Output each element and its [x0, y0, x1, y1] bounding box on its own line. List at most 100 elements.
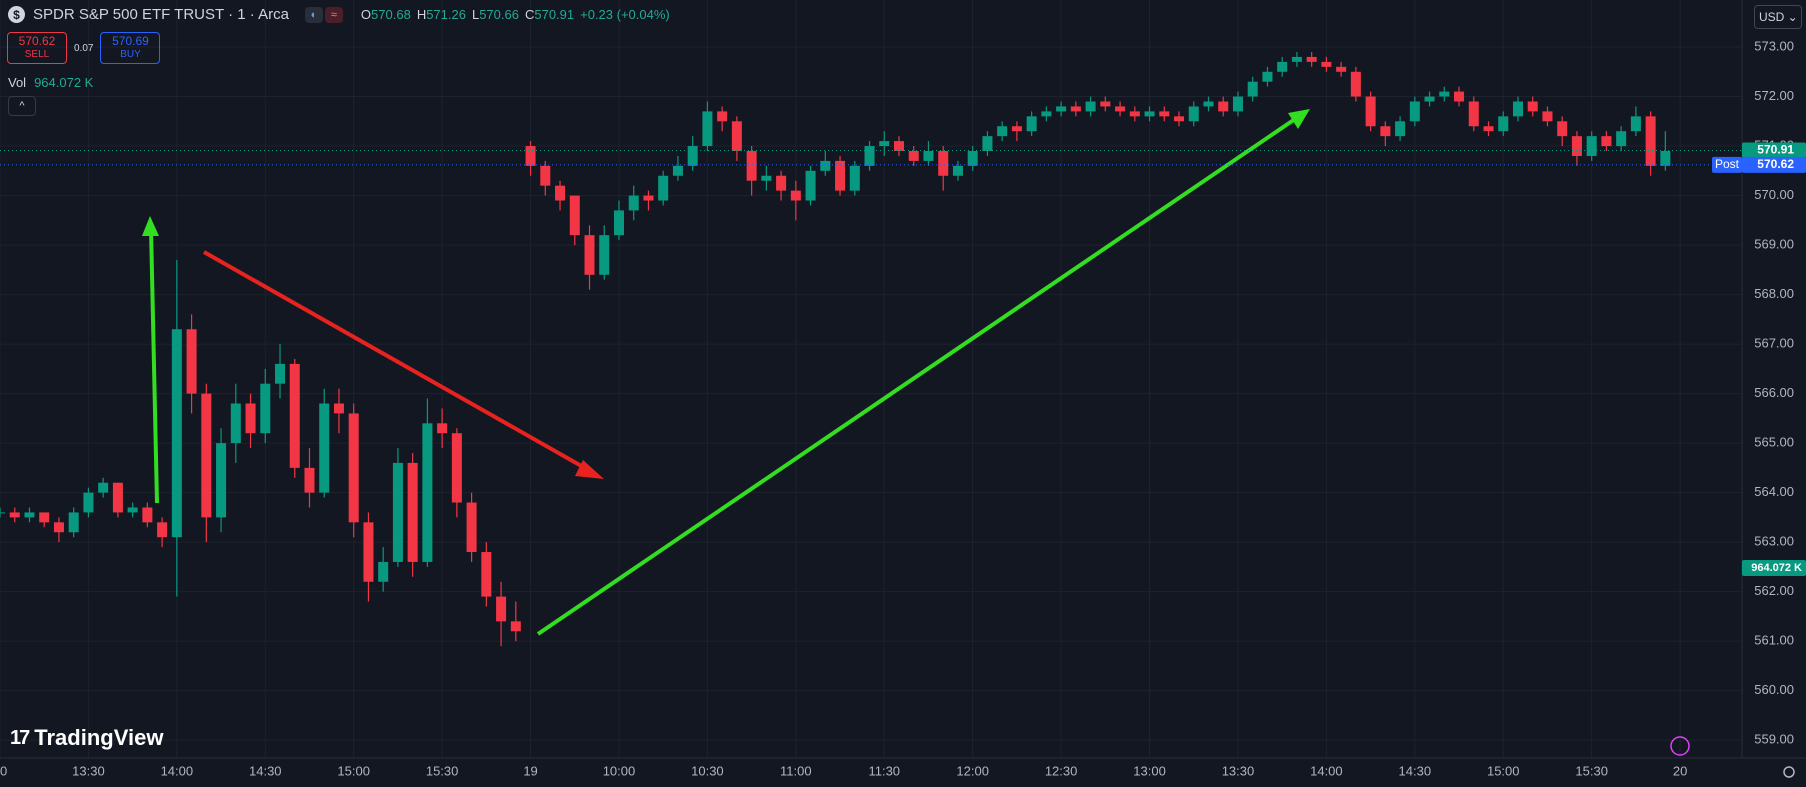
header: $ SPDR S&P 500 ETF TRUST · 1 · Arca ◐ ≈ O…	[8, 6, 670, 23]
alert-icon[interactable]	[1670, 736, 1690, 756]
sell-button[interactable]: 570.62 SELL	[7, 32, 67, 64]
candle-body	[216, 443, 227, 518]
value: 570.91	[534, 7, 575, 22]
symbol-logo: $	[8, 6, 25, 23]
candle-body	[39, 512, 50, 523]
candle-body	[1056, 106, 1067, 112]
collapse-button[interactable]: ^	[8, 96, 36, 116]
candle-body	[0, 512, 6, 514]
volume-tag-label: 964.072 K	[1751, 562, 1802, 574]
candle-body	[1232, 96, 1243, 112]
x-tick-label: 14:00	[161, 763, 194, 778]
price-tag-label: 570.62	[1757, 157, 1794, 171]
candle-body	[1174, 116, 1185, 122]
value: 570.68	[371, 7, 411, 22]
volume-legend: Vol 964.072 K	[8, 75, 93, 90]
candle-body	[1512, 101, 1523, 117]
candle-body	[1542, 111, 1553, 122]
candle-body	[392, 462, 403, 562]
candle-body	[1262, 71, 1273, 82]
candle-body	[260, 383, 271, 434]
y-tick-label: 568.00	[1754, 286, 1794, 301]
candle-body	[1395, 121, 1406, 137]
label: O	[360, 7, 372, 22]
arrow-down	[203, 250, 593, 474]
candle-body	[127, 507, 138, 513]
candle-body	[333, 403, 344, 414]
candle-body	[363, 522, 374, 582]
arrow-head	[575, 460, 604, 479]
candle-body	[1011, 126, 1022, 132]
candle-body	[643, 195, 654, 201]
session-icon[interactable]: ◐	[304, 6, 323, 23]
x-tick-label: 14:00	[1310, 763, 1343, 778]
label: L	[471, 7, 480, 22]
candle-body	[790, 190, 801, 201]
arrow-up	[149, 227, 159, 504]
candle-body	[1100, 101, 1111, 107]
candle-body	[24, 512, 35, 518]
candle-body	[938, 151, 949, 176]
candle-body	[201, 393, 212, 518]
volume-tag	[1742, 560, 1806, 576]
currency-select[interactable]: USD ⌄	[1754, 5, 1802, 29]
candle-body	[1085, 101, 1096, 112]
arrow-head	[1288, 109, 1310, 129]
x-tick-label: 15:30	[1575, 763, 1608, 778]
buy-button[interactable]: 570.69 BUY	[100, 32, 161, 64]
y-tick-label: 567.00	[1754, 336, 1794, 351]
candle-body	[731, 121, 742, 152]
candle-body	[908, 151, 919, 161]
candle-body	[1350, 71, 1361, 97]
candle-body	[1645, 116, 1656, 166]
candle-body	[9, 512, 20, 518]
candle-body	[672, 165, 683, 176]
x-tick-label: 13:30	[72, 763, 105, 778]
price-tag	[1742, 156, 1806, 173]
candle-body	[378, 561, 389, 582]
y-tick-label: 570.00	[1754, 187, 1794, 202]
label: H	[416, 7, 427, 22]
x-tick-label: 10:30	[691, 763, 724, 778]
y-tick-label: 572.00	[1754, 88, 1794, 103]
candle-body	[820, 160, 831, 171]
settings-icon[interactable]	[1783, 766, 1795, 778]
x-tick-label: 12:30	[1045, 763, 1078, 778]
candle-body	[599, 235, 610, 275]
candle-body	[1380, 126, 1391, 137]
session-tag-label: Post	[1715, 157, 1740, 171]
sell-price: 570.62	[18, 34, 56, 48]
x-tick-label: 13:30	[1222, 763, 1255, 778]
candle-body	[1660, 151, 1671, 166]
delay-icon[interactable]: ≈	[324, 6, 343, 23]
candle-body	[702, 111, 713, 147]
candle-body	[1188, 106, 1199, 122]
candle-body	[1468, 101, 1479, 127]
candle-body	[319, 403, 330, 493]
candle-body	[1409, 101, 1420, 122]
candle-body	[83, 492, 94, 513]
x-tick-label: 14:30	[1399, 763, 1432, 778]
candle-body	[496, 596, 507, 622]
candle-body	[451, 433, 462, 503]
grid	[0, 0, 1742, 758]
y-tick-label: 569.00	[1754, 237, 1794, 252]
candle-body	[923, 151, 934, 161]
candle-body	[422, 423, 433, 562]
y-tick-label: 564.00	[1754, 484, 1794, 499]
candle-body	[245, 403, 256, 434]
candle-body	[658, 175, 669, 201]
candle-body	[466, 502, 477, 553]
symbol-title[interactable]: SPDR S&P 500 ETF TRUST · 1 · Arca	[33, 6, 289, 23]
candle-body	[613, 210, 624, 236]
y-tick-label: 565.00	[1754, 435, 1794, 450]
candle-body	[1277, 61, 1288, 72]
candle-body	[1291, 56, 1302, 62]
candle-body	[112, 482, 123, 513]
x-tick-label: 14:30	[249, 763, 282, 778]
candle-body	[864, 146, 875, 166]
y-tick-label: 566.00	[1754, 385, 1794, 400]
candle-body	[171, 329, 182, 538]
